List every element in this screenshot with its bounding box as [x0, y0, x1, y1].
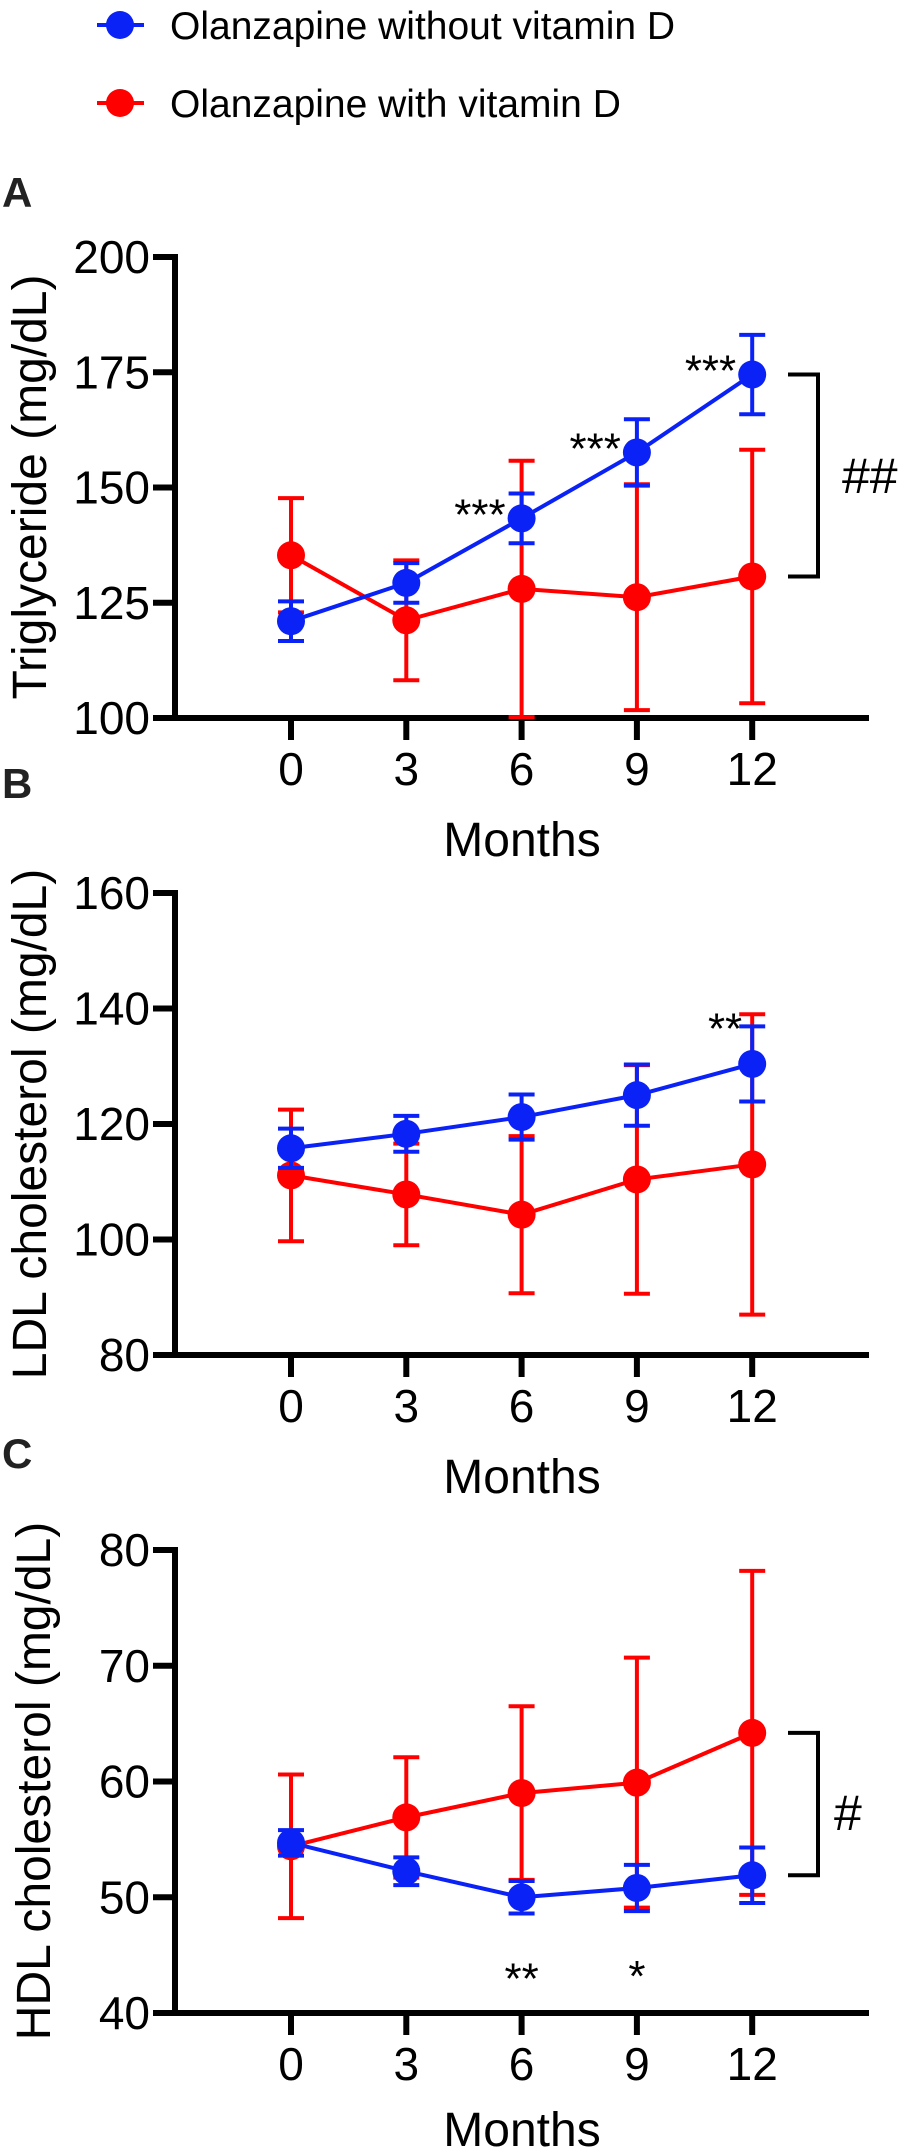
data-point [622, 1873, 651, 1902]
y-tick-label: 40 [99, 1987, 150, 2039]
data-point [738, 360, 767, 389]
x-tick-label: 0 [278, 743, 304, 795]
data-point [277, 607, 305, 636]
data-point [738, 1718, 767, 1747]
data-point [507, 574, 536, 603]
y-tick-label: 125 [73, 577, 150, 629]
data-point [507, 504, 536, 533]
y-tick-label: 60 [99, 1756, 150, 1808]
significance-stars: *** [454, 490, 505, 539]
significance-stars: *** [685, 347, 736, 396]
y-tick-label: 50 [99, 1871, 150, 1923]
legend-item-with-vitamin-d: Olanzapine with vitamin D [97, 83, 621, 126]
panel-letter: C [2, 1430, 32, 1477]
data-point [622, 1768, 651, 1797]
x-tick-label: 6 [509, 1380, 535, 1432]
x-tick-label: 12 [727, 2038, 778, 2090]
series-without-vitamin-d [277, 1024, 767, 1170]
x-tick-label: 9 [624, 2038, 650, 2090]
data-point [392, 1857, 421, 1886]
data-point [277, 1828, 305, 1857]
x-tick-label: 12 [727, 743, 778, 795]
legend: Olanzapine without vitamin D Olanzapine … [97, 5, 675, 126]
y-tick-label: 100 [73, 1214, 150, 1266]
significance-stars: * [628, 1952, 645, 2001]
legend-item-without-vitamin-d: Olanzapine without vitamin D [97, 5, 675, 48]
x-axis-title: Months [443, 1451, 600, 1504]
x-tick-label: 3 [394, 1380, 420, 1432]
panel-letter: B [2, 760, 32, 807]
x-tick-label: 3 [394, 2038, 420, 2090]
x-tick-label: 0 [278, 2038, 304, 2090]
panel-b-ldl: B LDL cholesterol (mg/dL) Months 80 100 12… [2, 760, 869, 1504]
group-significance-label: # [834, 1785, 862, 1841]
data-point [507, 1103, 536, 1132]
legend-label: Olanzapine without vitamin D [170, 5, 675, 48]
data-point [738, 1150, 767, 1179]
y-axis-title: HDL cholesterol (mg/dL) [8, 1522, 61, 2040]
data-point [507, 1779, 536, 1808]
x-tick-label: 6 [509, 743, 535, 795]
series-with-vitamin-d [277, 1012, 767, 1317]
y-tick-label: 120 [73, 1098, 150, 1150]
data-point [277, 1134, 305, 1163]
y-tick-label: 150 [73, 462, 150, 514]
legend-marker-icon [106, 89, 134, 117]
y-tick-label: 160 [73, 867, 150, 919]
data-point [392, 1803, 421, 1832]
series-without-vitamin-d [277, 1828, 767, 1916]
panel-letter: A [2, 169, 32, 216]
x-tick-label: 9 [624, 743, 650, 795]
y-tick-label: 80 [99, 1329, 150, 1381]
data-point [738, 1861, 767, 1890]
series-with-vitamin-d [277, 1568, 767, 1921]
y-tick-label: 175 [73, 346, 150, 398]
series-without-vitamin-d [277, 332, 767, 644]
data-point [392, 568, 421, 597]
data-point [738, 1049, 767, 1078]
y-axis-title: LDL cholesterol (mg/dL) [4, 869, 57, 1379]
panel-c-hdl: C HDL cholesterol (mg/dL) Months # 40 50 6… [2, 1430, 869, 2152]
data-point [622, 1165, 651, 1194]
y-tick-label: 70 [99, 1640, 150, 1692]
legend-marker-icon [106, 11, 134, 39]
data-point [507, 1883, 536, 1912]
significance-stars: ** [504, 1954, 538, 2003]
group-bracket [788, 1730, 820, 1878]
x-tick-label: 6 [509, 2038, 535, 2090]
data-point [507, 1200, 536, 1229]
y-axis-title: Triglyceride (mg/dL) [4, 275, 57, 700]
significance-stars: *** [570, 424, 621, 473]
x-tick-label: 0 [278, 1380, 304, 1432]
data-point [392, 1119, 421, 1148]
y-tick-label: 140 [73, 983, 150, 1035]
x-tick-label: 9 [624, 1380, 650, 1432]
data-point [622, 583, 651, 612]
x-tick-label: 12 [727, 1380, 778, 1432]
group-significance-label: ## [842, 448, 898, 504]
y-tick-label: 80 [99, 1524, 150, 1576]
x-axis-title: Months [443, 2104, 600, 2152]
data-point [392, 606, 421, 635]
legend-label: Olanzapine with vitamin D [170, 83, 621, 126]
data-point [392, 1180, 421, 1209]
data-point [277, 541, 305, 570]
panel-a-triglyceride: A Triglyceride (mg/dL) Months ## 100 125 1… [2, 169, 898, 867]
y-tick-label: 100 [73, 692, 150, 744]
group-bracket [788, 372, 820, 579]
x-axis-title: Months [443, 814, 600, 867]
y-tick-label: 200 [73, 231, 150, 283]
data-point [622, 1081, 651, 1110]
data-point [622, 438, 651, 467]
x-tick-label: 3 [394, 743, 420, 795]
significance-stars: ** [708, 1004, 742, 1053]
series-with-vitamin-d [277, 447, 767, 720]
data-point [738, 562, 767, 591]
